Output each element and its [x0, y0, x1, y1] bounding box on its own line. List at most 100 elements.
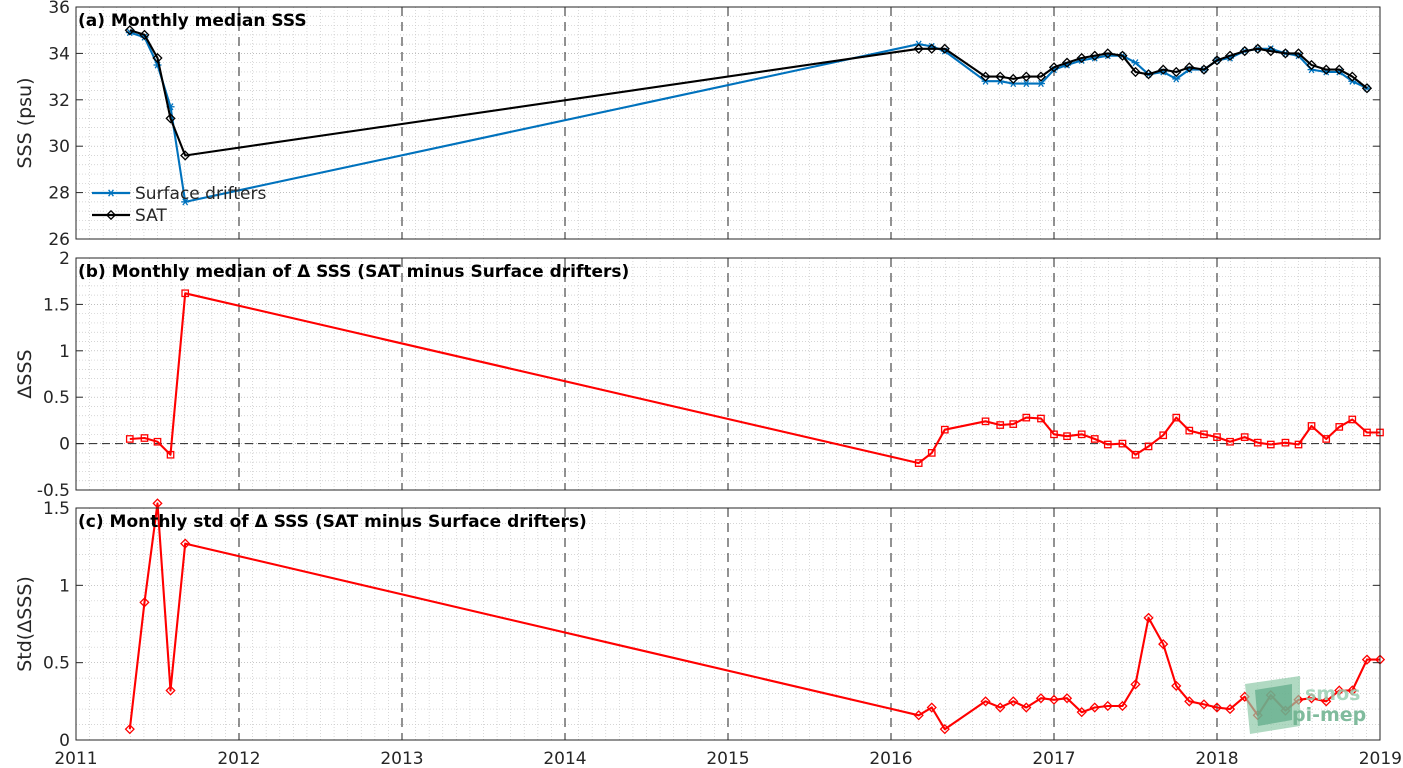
data-point-sat-0	[124, 25, 135, 36]
logo-sheet-front	[1255, 684, 1292, 726]
data-point-series-0-19	[1131, 450, 1140, 459]
legend-marker-symbol	[107, 189, 115, 197]
data-point-sat-30	[1280, 48, 1291, 59]
data-point-sat-33	[1321, 64, 1332, 75]
data-point-series-0-7	[939, 724, 950, 735]
data-point-series-0-17	[1102, 700, 1113, 712]
data-point-sat-23	[1184, 62, 1195, 73]
data-point-series-0-18	[1117, 700, 1128, 712]
data-point-surface-drifters-19	[1131, 59, 1140, 67]
ytick-label: 30	[48, 137, 70, 157]
ytick-label: 0.5	[43, 654, 70, 674]
data-point-series-0-24	[1198, 699, 1210, 710]
data-point-sat-24	[1198, 64, 1210, 75]
data-point-sat-29	[1265, 45, 1276, 57]
data-point-sat-2	[152, 52, 163, 64]
data-point-series-0-35	[1348, 415, 1357, 424]
data-point-series-0-5	[914, 459, 923, 467]
legend: Surface drifters SAT	[92, 184, 266, 226]
ytick-label: 0.5	[43, 388, 70, 408]
plot-frame-a	[75, 6, 1381, 240]
panel-a-monthly-median-sss: 26 28 30 32 34 36 (a) Monthly median SSS SSS …	[14, 0, 1381, 250]
data-point-series-0-9	[995, 702, 1006, 713]
data-point-sat-34	[1334, 64, 1345, 75]
ytick-label: 34	[48, 44, 70, 64]
data-point-series-0-16	[1090, 435, 1099, 443]
series-line-sat	[129, 29, 1368, 157]
panel-a-title: (a) Monthly median SSS	[78, 11, 307, 31]
data-point-sat-26	[1224, 50, 1236, 61]
data-point-sat-4	[180, 150, 191, 161]
data-point-sat-19	[1130, 66, 1141, 78]
plot-frame-b	[75, 257, 1381, 491]
data-point-sat-9	[995, 71, 1006, 82]
data-point-sat-13	[1048, 62, 1060, 73]
ytick-label: 28	[48, 184, 70, 204]
data-point-series-0-25	[1213, 433, 1221, 441]
legend-entry-surface-drifters: Surface drifters	[92, 184, 266, 204]
data-point-series-0-20	[1144, 442, 1153, 451]
smos-pi-mep-logo: smos pi-mep	[1245, 676, 1366, 734]
data-point-sat-14	[1061, 57, 1073, 68]
data-point-series-0-8	[980, 696, 991, 707]
data-point-sat-12	[1035, 71, 1047, 82]
data-point-series-0-5	[913, 710, 924, 721]
data-point-series-0-25	[1211, 702, 1223, 713]
panel-c-title: (c) Monthly std of Δ SSS (SAT minus Surf…	[78, 512, 587, 532]
data-point-surface-drifters-11	[1022, 79, 1031, 88]
data-point-series-0-26	[1224, 703, 1236, 715]
data-point-sat-36	[1361, 83, 1373, 94]
data-point-sat-5	[913, 43, 924, 54]
data-point-series-0-32	[1306, 693, 1317, 704]
data-point-sat-28	[1252, 43, 1263, 54]
data-point-series-0-3	[165, 685, 176, 696]
ytick-label: 2	[59, 249, 70, 269]
data-point-series-0-7	[940, 425, 949, 434]
data-point-series-0-4	[180, 538, 191, 549]
xtick-label: 2011	[54, 749, 97, 768]
data-point-series-0-15	[1077, 430, 1086, 439]
data-point-series-0-10	[1009, 420, 1018, 428]
data-point-series-0-1	[140, 434, 149, 442]
data-point-series-0-4	[181, 289, 190, 298]
data-point-sat-6	[926, 43, 937, 54]
data-point-sat-17	[1102, 48, 1113, 59]
data-point-series-0-22	[1171, 680, 1182, 691]
data-point-series-0-6	[927, 449, 936, 457]
data-point-series-0-31	[1294, 440, 1303, 449]
data-point-series-0-2	[153, 437, 162, 446]
data-point-series-0-30	[1281, 438, 1290, 447]
data-point-series-0-23	[1184, 696, 1195, 707]
data-point-series-0-12	[1037, 414, 1045, 423]
panel-c-ylabel: Std(ΔSSS)	[14, 576, 36, 672]
xtick-label: 2014	[543, 749, 586, 768]
data-point-sat-1	[139, 29, 150, 40]
data-point-series-0-33	[1322, 435, 1331, 443]
ytick-label: 0	[59, 731, 70, 751]
data-point-surface-drifters-4	[181, 198, 190, 206]
data-point-sat-7	[939, 43, 950, 54]
legend-label-surface-drifters: Surface drifters	[135, 184, 266, 204]
data-point-series-0-36	[1361, 654, 1373, 665]
data-point-series-0-27	[1240, 433, 1249, 441]
legend-marker-sat	[105, 209, 117, 221]
data-point-surface-drifters-22	[1172, 75, 1181, 83]
data-point-series-0-28	[1253, 438, 1262, 447]
data-point-surface-drifters-12	[1036, 79, 1045, 88]
data-point-series-0-1	[139, 597, 150, 608]
panel-b-median-delta-sss: -0.5 0 0.5 1 1.5 2 (b) Monthly median of Δ SS…	[14, 249, 1384, 501]
data-point-series-0-21	[1158, 638, 1169, 650]
data-point-series-0-3	[166, 450, 175, 459]
plot-frame-c	[75, 507, 1381, 741]
data-point-sat-27	[1239, 45, 1250, 57]
data-point-sat-25	[1211, 55, 1223, 66]
data-point-series-0-21	[1159, 431, 1168, 440]
data-point-series-0-32	[1307, 422, 1316, 430]
legend-marker-symbol	[105, 209, 117, 221]
data-point-series-0-14	[1063, 432, 1071, 441]
data-point-series-0-15	[1076, 707, 1087, 718]
legend-entry-sat: SAT	[92, 206, 167, 226]
data-point-series-0-0	[124, 724, 135, 735]
logo-text-smos: smos	[1305, 683, 1360, 705]
